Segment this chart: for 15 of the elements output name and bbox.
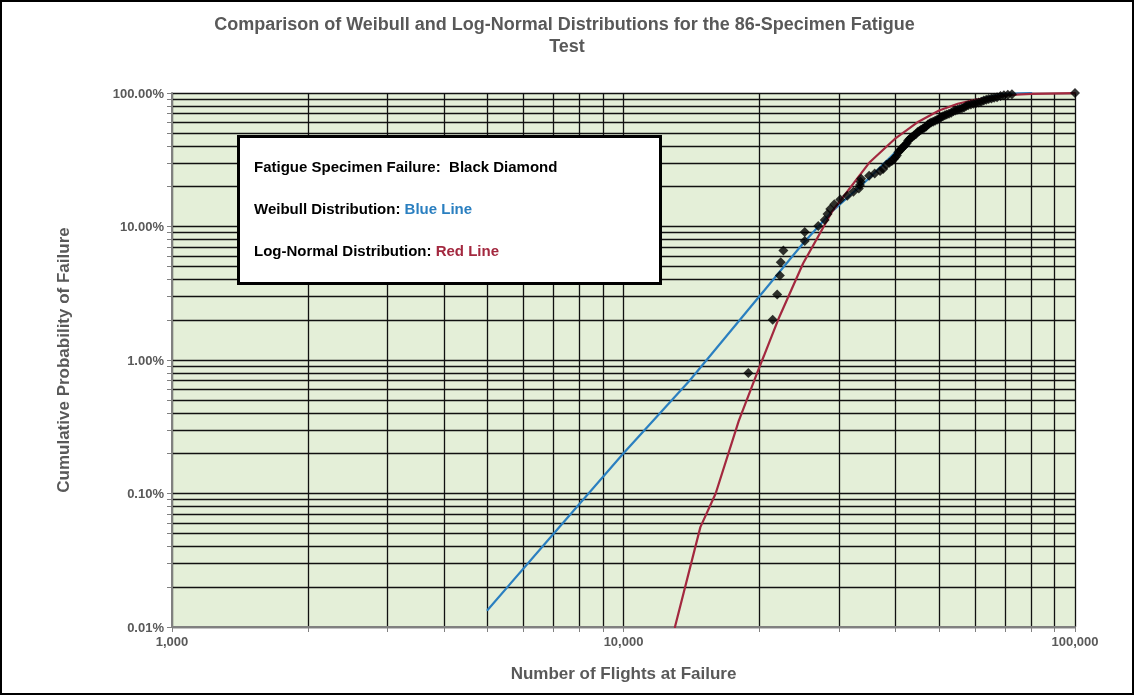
y-axis-title: Cumulative Probability of Failure <box>54 227 73 493</box>
x-axis-title: Number of Flights at Failure <box>510 664 737 683</box>
y-tick-label: 1.00% <box>127 352 165 368</box>
y-tick-label: 0.01% <box>127 619 165 635</box>
legend-box: Fatigue Specimen Failure: Black Diamond Weibull Distribution: Blue Line Log-Normal Distribution: Red Line <box>237 135 662 285</box>
annotation: Weibull Distribution: Blue Line <box>254 200 473 217</box>
annotation: Log-Normal Distribution: Red Line <box>254 242 499 259</box>
annotation: Fatigue Specimen Failure: Black Diamond <box>254 158 558 175</box>
y-tick-label: 0.10% <box>127 486 165 501</box>
x-tick-label: 100,000 <box>1051 634 1099 649</box>
chart-title: Comparison of Weibull and Log-Normal Distributions for the 86-Specimen Fatigue Test <box>214 14 920 56</box>
y-tick-label: 10.00% <box>119 219 165 234</box>
x-tick-label: 1,000 <box>155 634 189 649</box>
y-tick-label: 100.00% <box>112 85 165 101</box>
x-tick-label: 10,000 <box>603 634 644 649</box>
